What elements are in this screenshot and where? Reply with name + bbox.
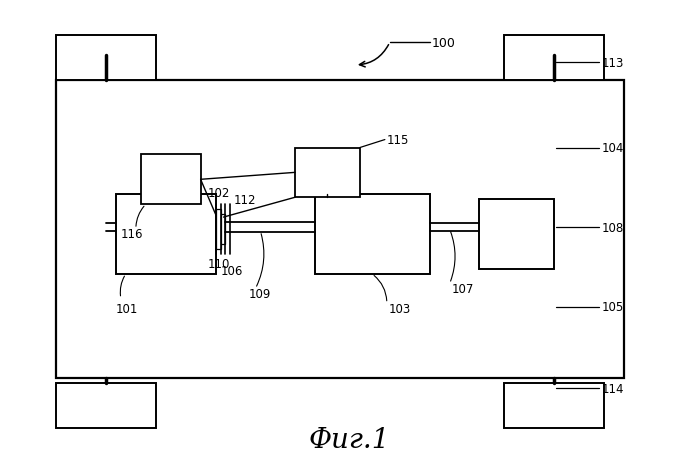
Text: 100: 100 — [432, 37, 456, 50]
Text: 103: 103 — [389, 302, 411, 315]
Bar — [56, 81, 624, 378]
Bar — [315, 195, 430, 274]
Bar — [505, 383, 604, 428]
Bar — [56, 383, 156, 428]
Bar — [215, 210, 220, 250]
Text: 116: 116 — [121, 228, 143, 241]
Text: 110: 110 — [208, 258, 230, 271]
Bar — [56, 36, 156, 81]
Text: Фиг.1: Фиг.1 — [309, 426, 390, 453]
Text: 115: 115 — [387, 134, 409, 147]
Bar — [140, 155, 201, 205]
Text: 107: 107 — [452, 282, 474, 295]
Text: 101: 101 — [116, 302, 138, 315]
Text: 104: 104 — [602, 142, 624, 155]
Bar — [295, 148, 360, 198]
Text: 113: 113 — [602, 56, 624, 69]
Text: 106: 106 — [220, 265, 243, 278]
Text: 102: 102 — [208, 186, 230, 199]
Text: 109: 109 — [248, 288, 271, 300]
Text: 114: 114 — [602, 382, 624, 394]
Bar — [480, 200, 554, 269]
Bar — [220, 215, 226, 244]
Text: 108: 108 — [602, 221, 624, 234]
Bar — [505, 36, 604, 81]
Text: 105: 105 — [602, 300, 624, 313]
Bar — [116, 195, 215, 274]
Text: 112: 112 — [233, 193, 256, 206]
